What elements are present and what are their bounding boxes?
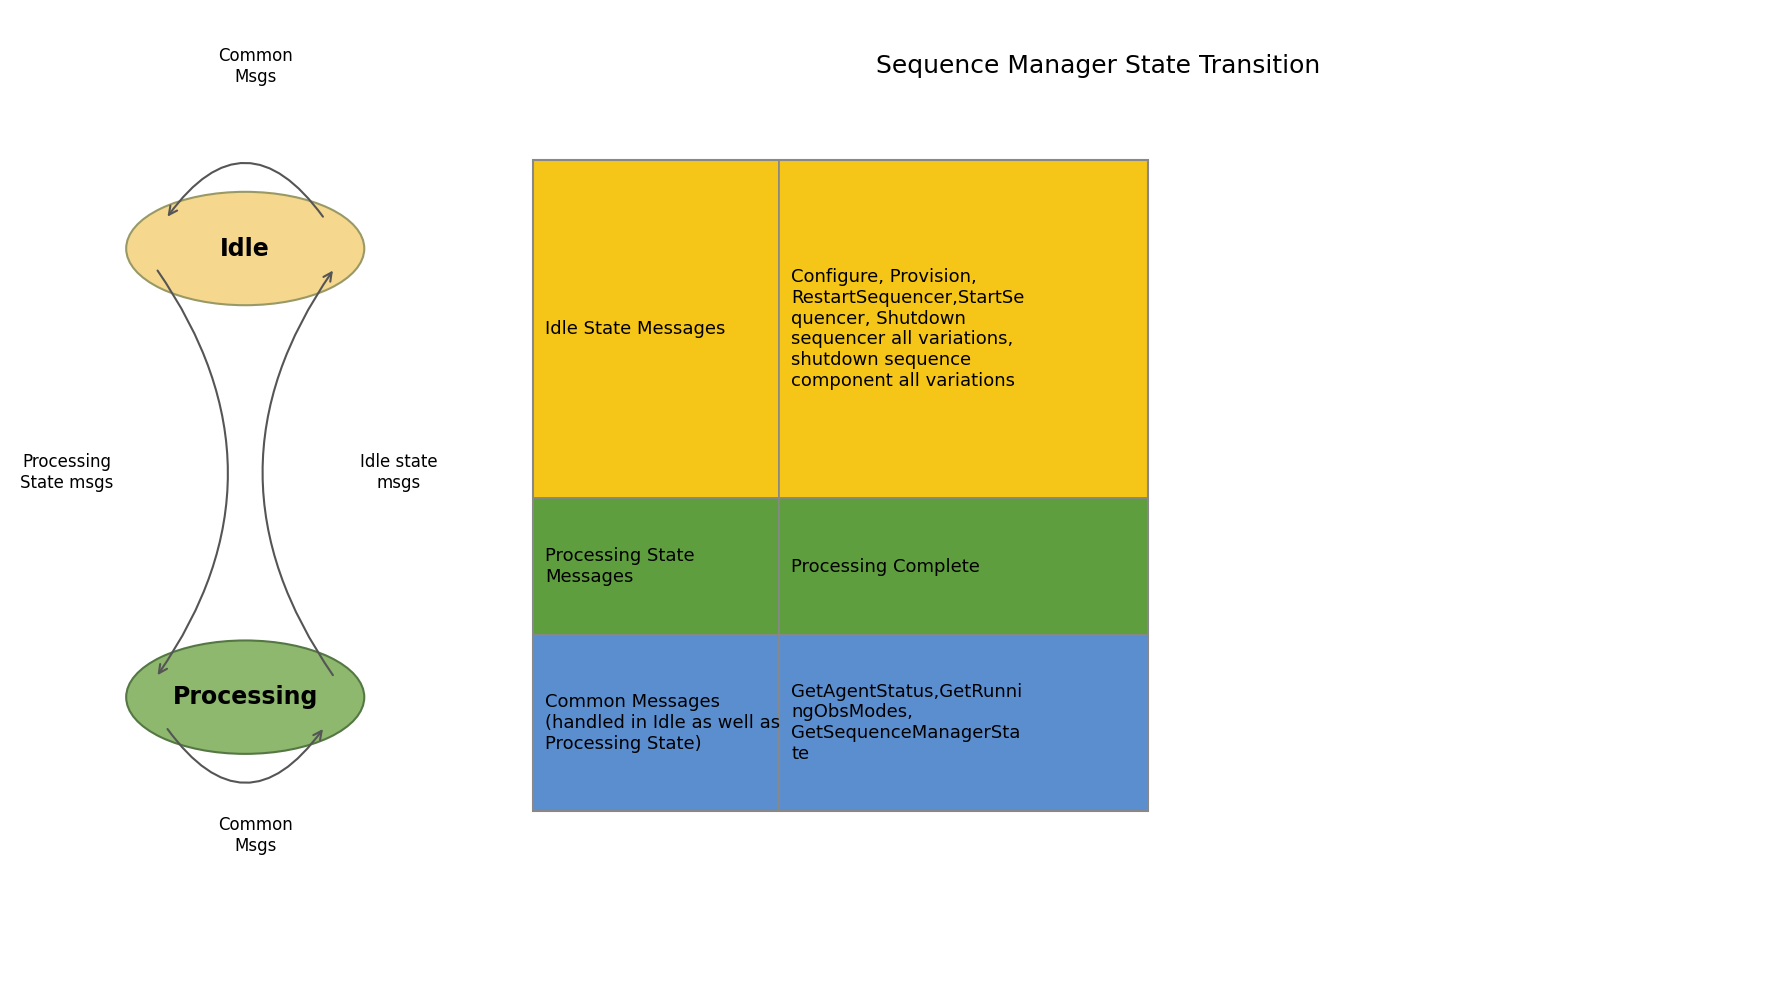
Text: Sequence Manager State Transition: Sequence Manager State Transition bbox=[877, 54, 1320, 79]
Bar bbox=[780, 498, 1148, 635]
Text: Common Messages
(handled in Idle as well as
Processing State): Common Messages (handled in Idle as well… bbox=[546, 693, 780, 752]
Text: Common
Msgs: Common Msgs bbox=[218, 47, 292, 85]
Bar bbox=[780, 635, 1148, 810]
Text: Common
Msgs: Common Msgs bbox=[218, 816, 292, 855]
Text: Processing Complete: Processing Complete bbox=[792, 558, 980, 576]
Text: Idle State Messages: Idle State Messages bbox=[546, 320, 725, 338]
Text: Processing: Processing bbox=[172, 685, 317, 709]
Text: GetAgentStatus,GetRunni
ngObsModes,
GetSequenceManagerSta
te: GetAgentStatus,GetRunni ngObsModes, GetS… bbox=[792, 683, 1022, 763]
Bar bbox=[780, 160, 1148, 498]
Text: Idle: Idle bbox=[220, 237, 269, 260]
Ellipse shape bbox=[126, 192, 365, 305]
Bar bbox=[533, 160, 780, 498]
Text: Processing
State msgs: Processing State msgs bbox=[19, 453, 113, 492]
Text: Configure, Provision,
RestartSequencer,StartSe
quencer, Shutdown
sequencer all v: Configure, Provision, RestartSequencer,S… bbox=[792, 268, 1024, 390]
Ellipse shape bbox=[126, 640, 365, 753]
Bar bbox=[533, 635, 780, 810]
Bar bbox=[533, 498, 780, 635]
Text: Processing State
Messages: Processing State Messages bbox=[546, 547, 695, 585]
Text: Idle state
msgs: Idle state msgs bbox=[360, 453, 438, 492]
Bar bbox=[533, 160, 1148, 810]
